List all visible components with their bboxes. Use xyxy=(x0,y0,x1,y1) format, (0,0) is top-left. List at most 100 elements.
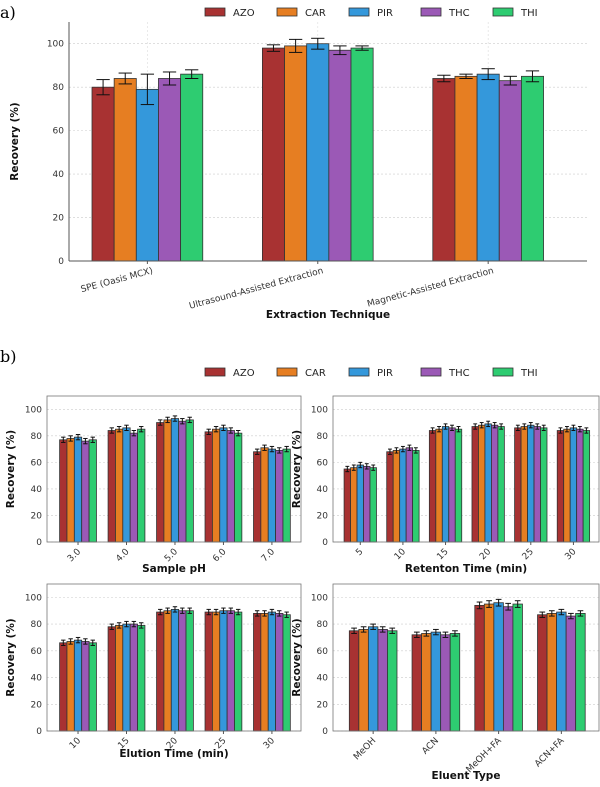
bar-car xyxy=(350,467,358,543)
legend-item-pir: PIR xyxy=(348,7,393,19)
bar-pir xyxy=(73,639,83,732)
bar-thc xyxy=(363,465,371,543)
bar-thc xyxy=(178,610,187,732)
bar-thi xyxy=(88,642,97,732)
legend-label: THI xyxy=(520,368,538,379)
bar-thi xyxy=(454,428,463,543)
bar-car xyxy=(435,428,443,543)
y-tick-label: 100 xyxy=(25,405,42,415)
legend-swatch xyxy=(348,7,370,17)
y-tick-label: 20 xyxy=(53,214,65,224)
y-tick-label: 40 xyxy=(53,170,65,180)
y-tick-label: 60 xyxy=(317,647,329,657)
bar-pir xyxy=(135,88,159,262)
bar-car xyxy=(563,428,571,543)
bar-azo xyxy=(253,451,262,543)
bar-pir xyxy=(170,608,180,732)
bar-thi xyxy=(185,610,194,732)
legend-item-pir: PIR xyxy=(348,367,393,379)
bar-thi xyxy=(234,611,243,732)
bar-azo xyxy=(107,430,116,543)
legend-swatch xyxy=(492,367,514,377)
bar-azo xyxy=(386,451,394,543)
legend-swatch xyxy=(420,367,442,377)
axes-frame xyxy=(332,583,600,732)
legend-swatch xyxy=(276,7,298,17)
x-axis-label: Retenton Time (min) xyxy=(405,563,527,575)
bar-thi xyxy=(520,75,544,262)
bar-thi xyxy=(185,419,194,543)
bar-pir xyxy=(569,427,578,543)
bar-thi xyxy=(350,47,374,262)
legend-item-azo: AZO xyxy=(204,367,255,379)
legend-label: AZO xyxy=(233,368,255,379)
bar-car xyxy=(483,603,495,732)
y-tick-label: 20 xyxy=(317,511,329,521)
x-tick-label: 3.0 xyxy=(66,547,83,564)
bar-azo xyxy=(91,86,115,262)
bar-azo xyxy=(411,634,422,732)
y-tick-label: 80 xyxy=(317,620,329,630)
bar-azo xyxy=(514,427,522,543)
legend-label: CAR xyxy=(305,8,326,19)
y-axis-label: Recovery (%) xyxy=(5,430,17,508)
x-tick-label: 30 xyxy=(563,547,578,562)
bar-azo xyxy=(537,614,548,732)
bar-pir xyxy=(170,418,180,543)
axes-frame xyxy=(332,395,600,543)
x-tick-label: 25 xyxy=(521,547,536,562)
bar-thc xyxy=(81,440,90,543)
bar-azo xyxy=(471,426,479,543)
x-tick-label: ACN xyxy=(420,736,441,757)
bar-car xyxy=(163,610,172,732)
y-tick-label: 60 xyxy=(53,127,65,137)
y-tick-label: 0 xyxy=(322,538,328,548)
bar-thi xyxy=(282,448,291,543)
x-tick-label: Ultrasound-Assisted Extraction xyxy=(188,266,324,312)
y-tick-label: 0 xyxy=(58,257,64,267)
bar-pir xyxy=(367,626,379,732)
legend-swatch xyxy=(348,367,370,377)
x-axis-label: Sample pH xyxy=(142,563,206,575)
x-tick-label: 7.0 xyxy=(260,547,277,564)
bar-thc xyxy=(448,427,456,543)
bar-car xyxy=(260,447,269,543)
legend-swatch xyxy=(204,7,226,17)
y-tick-label: 40 xyxy=(31,485,43,495)
bar-pir xyxy=(430,631,442,732)
bar-car xyxy=(163,419,172,543)
bar-thc xyxy=(275,450,284,543)
bar-pir xyxy=(219,427,228,543)
y-tick-label: 0 xyxy=(322,727,328,737)
x-tick-label: 5.0 xyxy=(163,547,180,564)
bar-thi xyxy=(582,430,591,543)
y-tick-label: 60 xyxy=(31,647,43,657)
y-tick-label: 40 xyxy=(31,674,43,684)
x-axis-label: Elution Time (min) xyxy=(119,748,228,760)
bar-thc xyxy=(129,432,138,543)
legend-swatch xyxy=(420,7,442,17)
bar-pir xyxy=(556,611,567,732)
bar-car xyxy=(478,424,486,543)
bar-car xyxy=(115,625,124,732)
y-tick-label: 40 xyxy=(317,485,329,495)
bar-car xyxy=(421,633,432,732)
chart-1: 0 20 40 60 80 100 3.0 4.0 5.0 6.0 7.0 Sample pH Reco… xyxy=(5,395,302,575)
legend-label: AZO xyxy=(233,8,255,19)
bar-azo xyxy=(156,611,165,732)
bar-car xyxy=(358,629,369,732)
bar-azo xyxy=(156,422,165,543)
y-tick-label: 80 xyxy=(53,83,65,93)
bar-thc xyxy=(377,629,388,732)
bar-thc xyxy=(565,615,577,732)
bar-thc xyxy=(328,49,352,262)
bar-thc xyxy=(491,424,499,543)
x-tick-label: MeOH xyxy=(352,736,378,762)
x-tick-label: SPE (Oasis MCX) xyxy=(80,266,154,295)
bar-pir xyxy=(73,436,83,543)
y-tick-label: 80 xyxy=(31,432,43,442)
legend-label: THC xyxy=(448,8,470,19)
